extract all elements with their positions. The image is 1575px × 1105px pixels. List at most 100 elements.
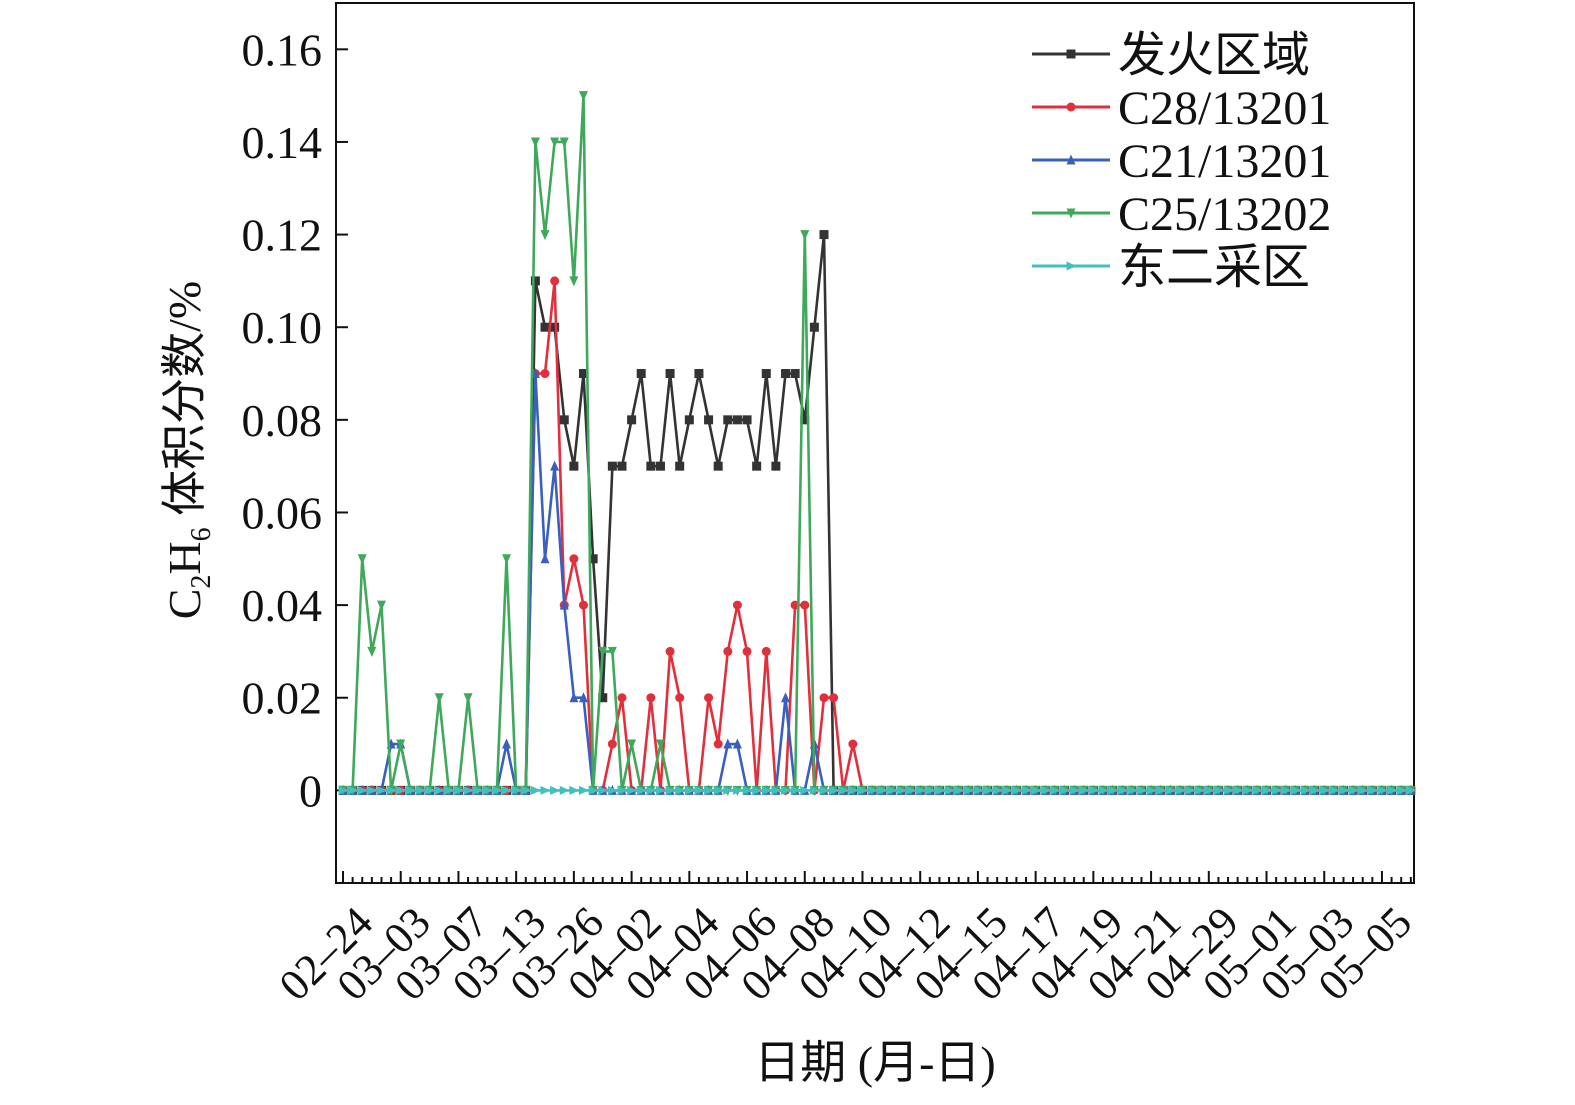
data-point: [1406, 785, 1417, 795]
data-point: [569, 785, 580, 795]
data-point: [617, 693, 627, 703]
data-point: [1127, 785, 1138, 795]
data-point: [559, 785, 570, 795]
data-point: [434, 785, 445, 795]
data-point: [405, 785, 416, 795]
data-point: [1281, 785, 1292, 795]
data-point: [598, 693, 608, 703]
y-axis-ticks: 0 0.02 0.04 0.06 0.08 0.10 0.12 0.14 0.16: [242, 24, 348, 816]
data-point: [579, 369, 588, 379]
data-point: [1387, 785, 1398, 795]
data-point: [473, 785, 484, 795]
data-point: [896, 785, 907, 795]
data-point: [540, 322, 550, 332]
data-point: [1060, 785, 1070, 795]
data-point: [1223, 785, 1234, 795]
data-point: [550, 137, 560, 148]
data-point: [1233, 785, 1244, 795]
data-point: [627, 415, 637, 425]
data-point: [367, 646, 377, 657]
data-point: [1204, 785, 1215, 795]
data-point: [800, 785, 811, 795]
data-point: [1136, 785, 1147, 795]
legend-label: 东二采区: [1118, 241, 1310, 294]
data-point: [694, 785, 705, 795]
y-axis-label: C2H6 体积分数/%: [159, 281, 217, 620]
data-point: [915, 785, 926, 795]
data-point: [607, 739, 617, 749]
data-point: [1066, 154, 1076, 165]
data-point: [1156, 785, 1167, 795]
data-point: [665, 785, 676, 795]
data-point: [742, 785, 753, 795]
data-point: [829, 693, 839, 703]
data-point: [1165, 785, 1176, 795]
data-point: [713, 739, 723, 749]
data-point: [925, 785, 936, 795]
data-point: [530, 785, 541, 795]
y-tick-label: 0: [299, 765, 322, 816]
data-point: [752, 461, 762, 471]
data-point: [376, 785, 387, 795]
data-point: [579, 692, 588, 703]
data-point: [569, 692, 579, 703]
data-point: [1377, 785, 1388, 795]
y-tick-label: 0.10: [242, 302, 323, 353]
data-point: [819, 230, 829, 240]
data-point: [781, 785, 792, 795]
data-point: [675, 461, 685, 471]
data-point: [550, 785, 561, 795]
data-point: [540, 785, 551, 795]
data-point: [492, 785, 503, 795]
data-point: [1146, 785, 1157, 795]
data-point: [732, 785, 743, 795]
data-point: [1002, 785, 1013, 795]
data-point: [713, 461, 723, 471]
data-point: [521, 785, 532, 795]
ylabel-c: C: [159, 589, 210, 620]
data-point: [550, 322, 560, 332]
data-point: [800, 230, 810, 241]
data-point: [954, 785, 965, 795]
data-point: [598, 785, 609, 795]
data-point: [569, 276, 579, 287]
data-point: [665, 646, 675, 656]
data-point: [1252, 785, 1263, 795]
series-group: [338, 785, 1417, 795]
data-point: [559, 599, 569, 610]
y-tick-label: 0.04: [242, 580, 323, 631]
data-point: [848, 739, 858, 749]
data-point: [338, 785, 349, 795]
data-point: [944, 785, 955, 795]
series-layer: [338, 91, 1417, 796]
data-point: [1031, 785, 1042, 795]
ylabel-sub-2: 2: [186, 575, 217, 589]
data-point: [607, 646, 617, 657]
data-point: [1011, 785, 1022, 795]
data-point: [838, 785, 849, 795]
data-point: [1194, 785, 1205, 795]
data-point: [1242, 785, 1253, 795]
data-point: [434, 693, 444, 704]
data-point: [1066, 102, 1076, 112]
data-point: [579, 91, 588, 102]
data-point: [598, 646, 608, 657]
data-point: [559, 137, 569, 148]
data-point: [1348, 785, 1359, 795]
data-point: [973, 785, 984, 795]
data-point: [569, 461, 579, 471]
data-point: [1185, 785, 1196, 795]
data-point: [761, 646, 771, 656]
data-point: [1300, 785, 1311, 795]
data-point: [463, 785, 474, 795]
ylabel-sub-6: 6: [186, 527, 217, 541]
data-point: [444, 785, 455, 795]
legend-label: C25/13202: [1118, 188, 1331, 241]
data-point: [723, 738, 733, 749]
data-point: [742, 415, 752, 425]
x-axis-ticks: 02–2403–0303–0703–1303–2604–0204–0404–06…: [270, 871, 1421, 1010]
data-point: [665, 369, 675, 379]
